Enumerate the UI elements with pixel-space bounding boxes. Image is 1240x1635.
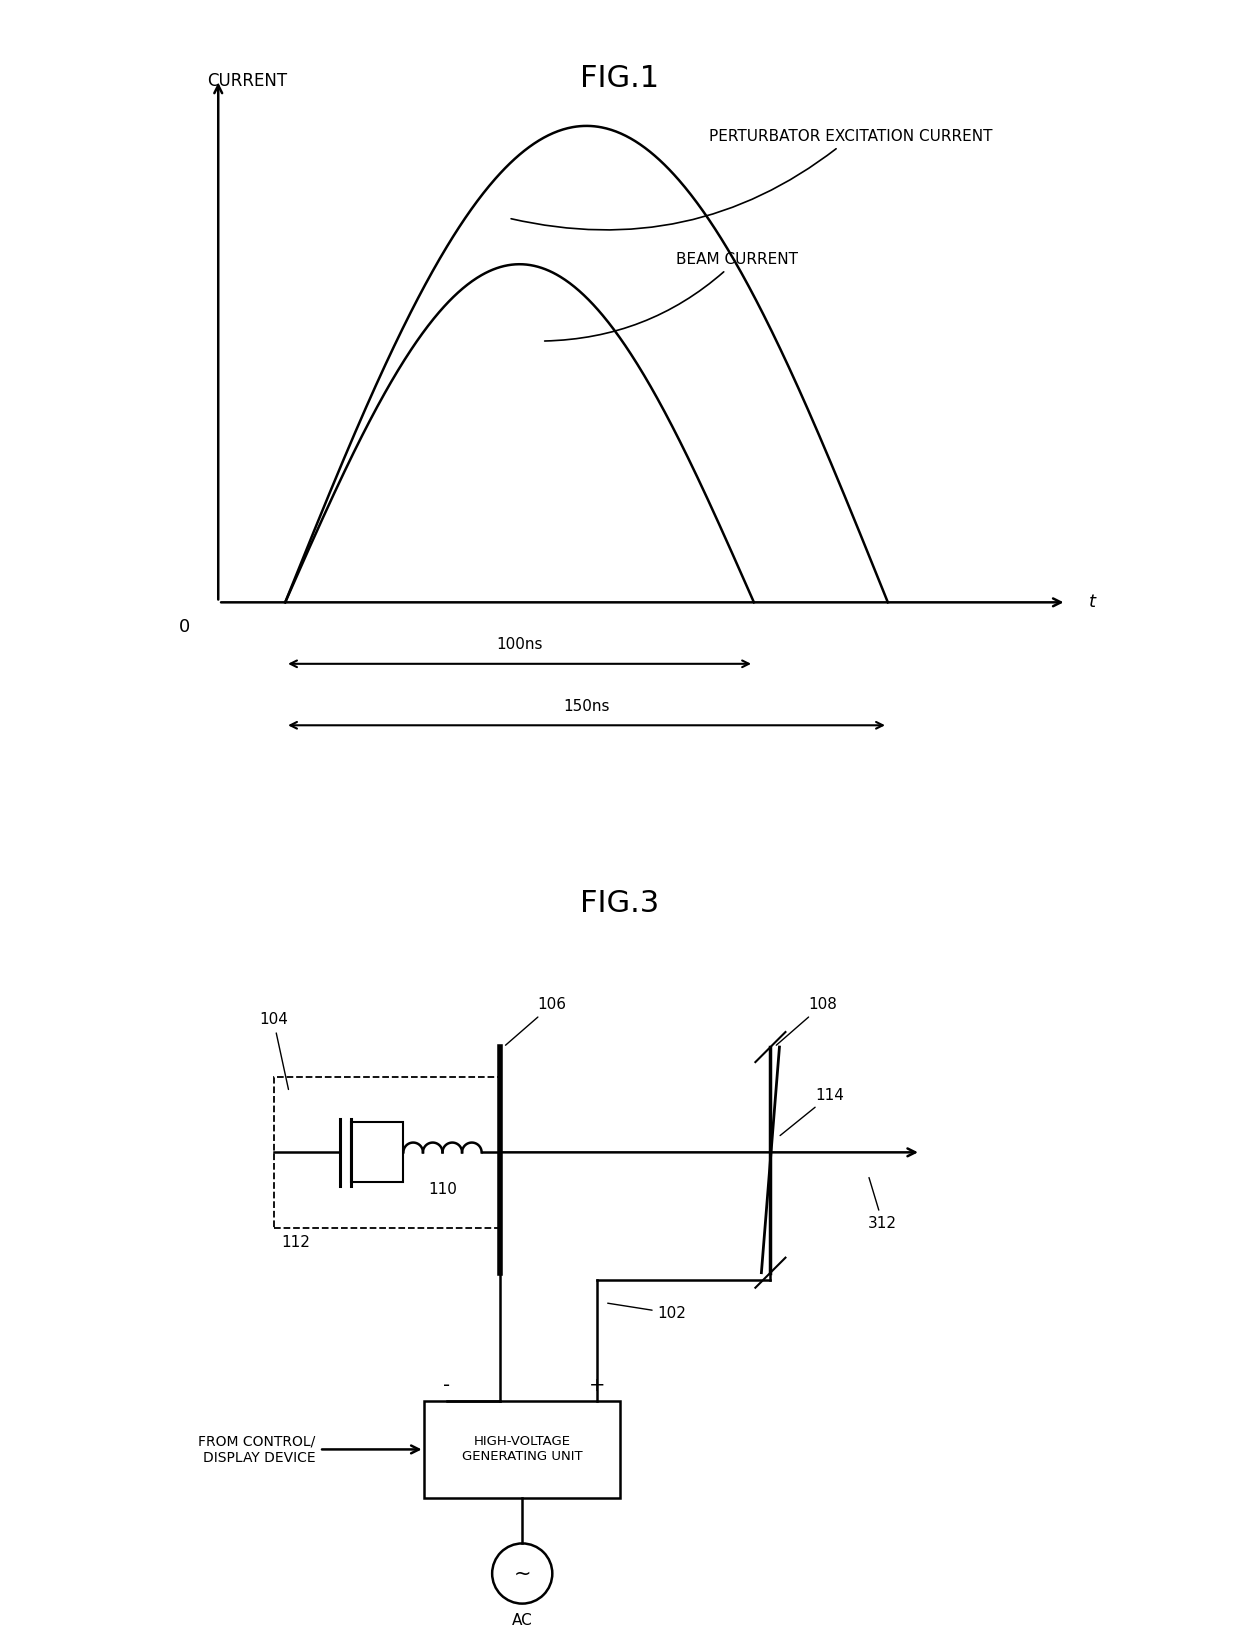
Text: 0: 0 bbox=[179, 618, 191, 636]
Text: t: t bbox=[1089, 594, 1096, 611]
Text: 108: 108 bbox=[776, 997, 837, 1045]
Bar bbox=[351, 1122, 403, 1182]
Text: -: - bbox=[444, 1375, 450, 1395]
Text: 102: 102 bbox=[608, 1303, 687, 1321]
Bar bbox=[424, 1401, 620, 1498]
Text: FIG.3: FIG.3 bbox=[580, 889, 660, 919]
Text: 106: 106 bbox=[506, 997, 567, 1045]
Text: CURRENT: CURRENT bbox=[207, 72, 288, 90]
Text: 100ns: 100ns bbox=[496, 638, 543, 652]
Text: FIG.1: FIG.1 bbox=[580, 64, 660, 93]
Text: 104: 104 bbox=[259, 1012, 289, 1089]
Text: 150ns: 150ns bbox=[563, 698, 610, 714]
Text: 114: 114 bbox=[780, 1087, 844, 1136]
Text: 312: 312 bbox=[868, 1177, 898, 1231]
Text: BEAM CURRENT: BEAM CURRENT bbox=[544, 252, 797, 342]
Text: HIGH-VOLTAGE
GENERATING UNIT: HIGH-VOLTAGE GENERATING UNIT bbox=[463, 1436, 583, 1463]
Text: FROM CONTROL/
DISPLAY DEVICE: FROM CONTROL/ DISPLAY DEVICE bbox=[198, 1434, 315, 1465]
Text: ~: ~ bbox=[513, 1563, 531, 1584]
Text: 112: 112 bbox=[281, 1234, 310, 1251]
Text: AC: AC bbox=[512, 1612, 533, 1627]
Bar bbox=[274, 1077, 500, 1228]
Text: +: + bbox=[589, 1375, 605, 1395]
Text: PERTURBATOR EXCITATION CURRENT: PERTURBATOR EXCITATION CURRENT bbox=[511, 129, 993, 231]
Text: 110: 110 bbox=[428, 1182, 458, 1197]
